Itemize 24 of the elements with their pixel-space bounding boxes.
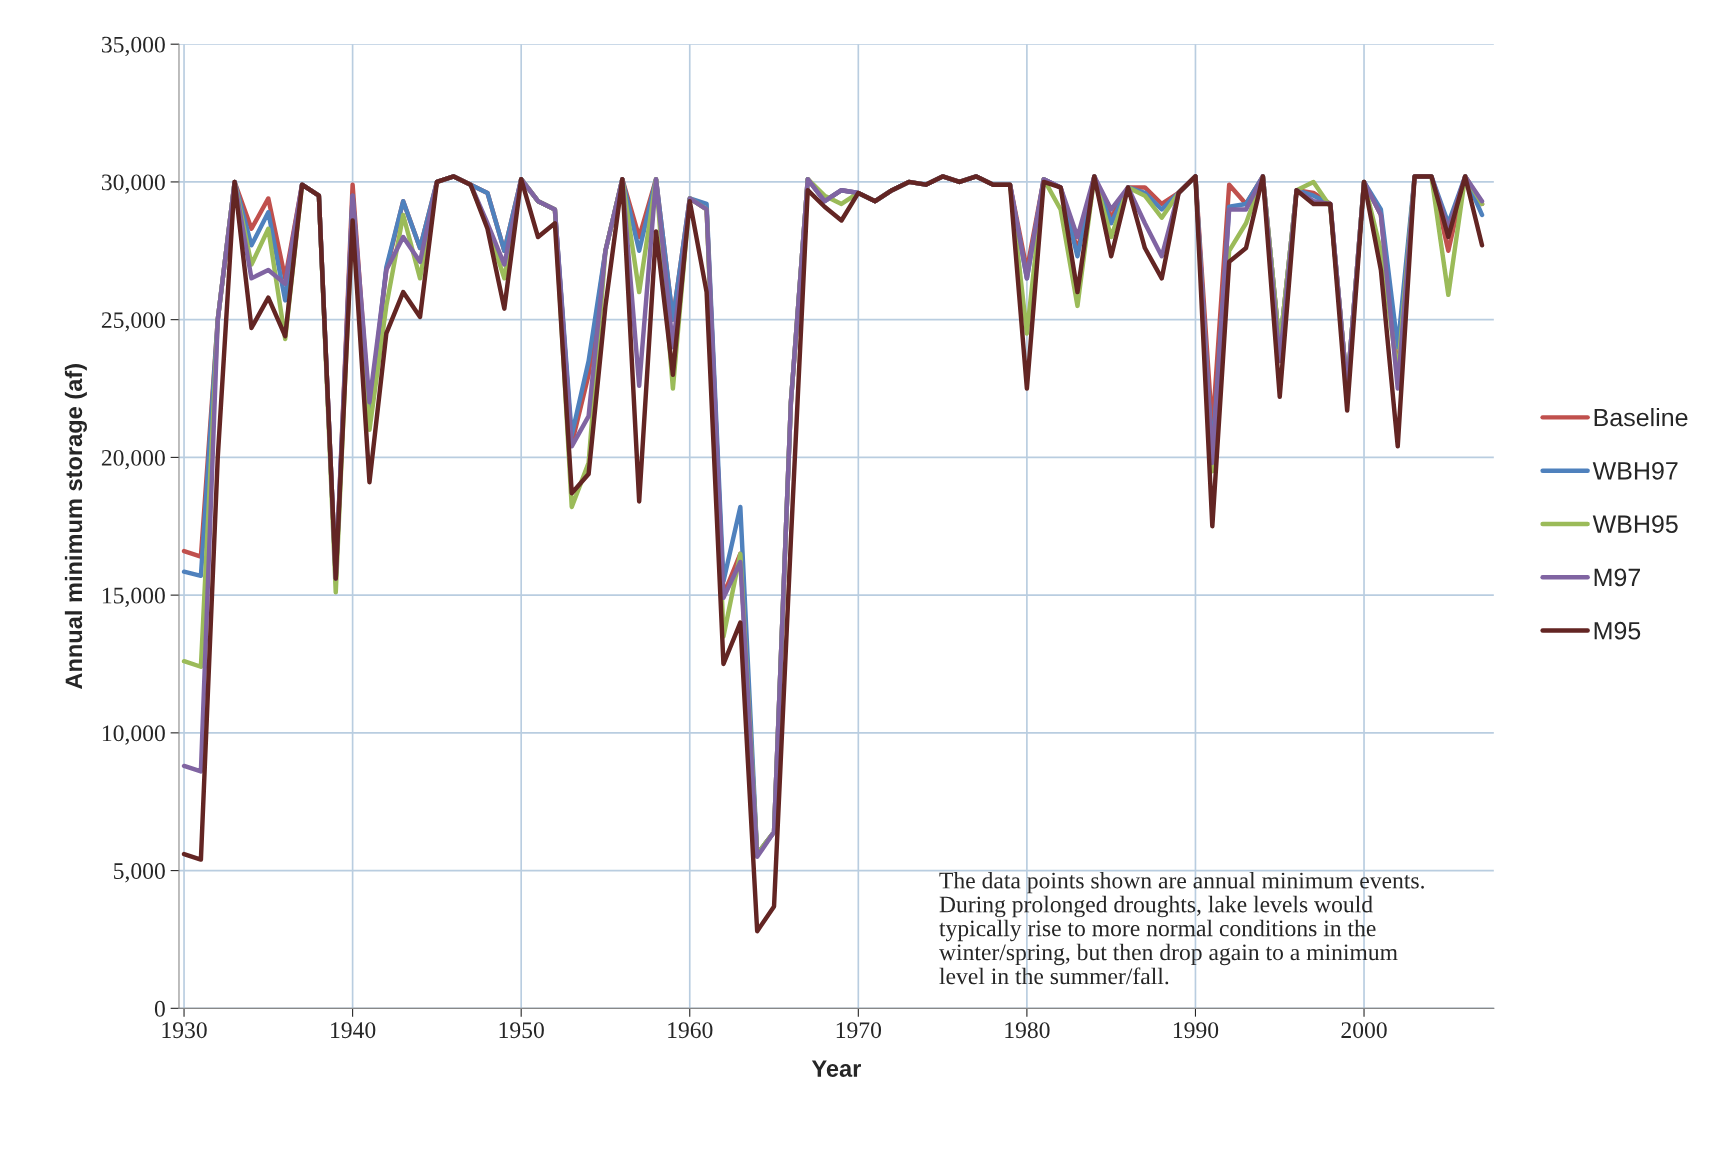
y-tick-label: 25,000 [101, 312, 165, 332]
y-tick-label: 35,000 [101, 36, 165, 57]
x-tick-label: 1940 [331, 1022, 376, 1039]
x-tick-label: 1970 [836, 1022, 882, 1039]
legend-label: Baseline [1594, 408, 1688, 427]
legend-label: WBH97 [1592, 461, 1678, 480]
y-tick-label: 20,000 [101, 449, 165, 470]
legend-label: WBH95 [1592, 515, 1678, 533]
x-tick-label: 2000 [1341, 1022, 1387, 1039]
annotation: The data points shown are annual minimum events. During prolonged droughts, lake levels would typically rise to more normal conditions in the winter/spring, but then drop again to a minimum level in the summer/fall. [938, 871, 1424, 985]
y-tick-label: 5,000 [114, 863, 165, 883]
y-tick-label: 0 [154, 1000, 165, 1017]
y-tick-label: 10,000 [102, 725, 165, 745]
y-axis-title: Annual minimum storage (af) [64, 364, 87, 689]
x-tick-label: 1960 [668, 1022, 713, 1039]
x-axis-title: Year [811, 1060, 861, 1077]
x-tick-label: 1990 [1173, 1022, 1219, 1039]
x-tick-label: 1950 [499, 1022, 544, 1039]
legend-label: M97 [1594, 568, 1640, 587]
y-tick-label: 15,000 [102, 587, 165, 607]
y-tick-label: 30,000 [101, 174, 165, 194]
x-tick-label: 1980 [1005, 1022, 1050, 1039]
legend-label: M95 [1594, 621, 1641, 640]
x-tick-label: 1930 [162, 1022, 207, 1039]
